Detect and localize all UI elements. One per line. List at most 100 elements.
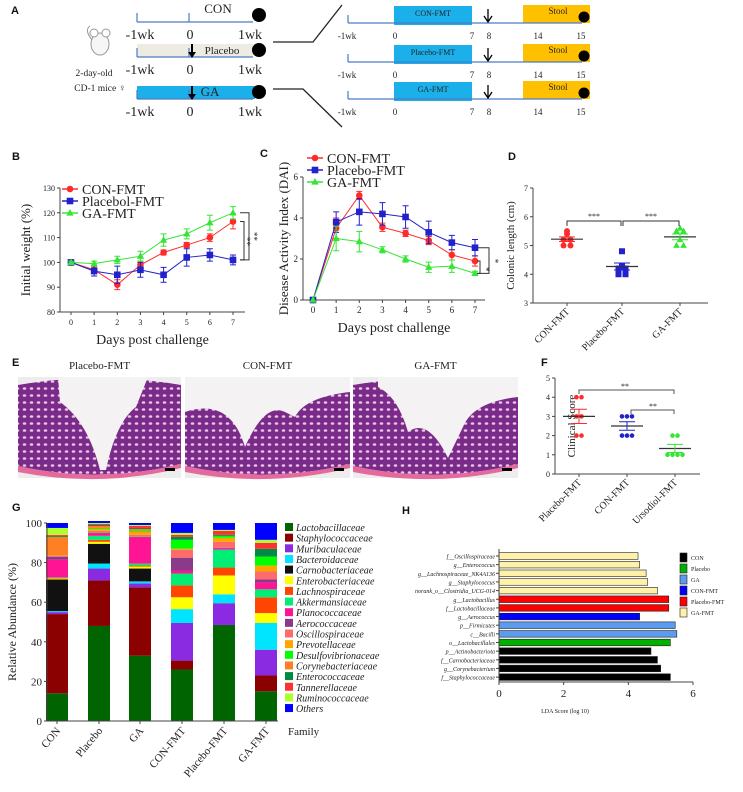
series-line-GA-FMT	[70, 212, 234, 265]
timeline-group-label: Placebo	[205, 45, 240, 57]
stacked-bar-segment-ruminococcaceae	[213, 529, 235, 531]
x-tick-label: 0	[311, 305, 316, 315]
lda-bar-label: p__Actinobacteriota	[445, 650, 495, 656]
data-point	[90, 267, 98, 275]
stacked-bar-segment-others	[171, 523, 193, 533]
legend-marker	[311, 178, 319, 185]
x-axis-label: Family	[288, 726, 320, 738]
stacked-bar-segment-lactobacillaceae	[213, 624, 235, 721]
stacked-bar-segment-carnobacteriaceae	[129, 568, 151, 582]
timeline-tick-label: 14	[534, 70, 544, 80]
timeline-tick-label: 1wk	[238, 105, 262, 120]
stacked-bar-segment-aerococcaceae	[255, 579, 277, 583]
data-point	[90, 259, 98, 267]
legend-label: Staphylococcaceae	[296, 534, 373, 545]
data-point	[680, 241, 687, 248]
lda-bar-label: g__Enterococcus	[454, 563, 496, 569]
data-point	[471, 257, 479, 265]
lumen	[185, 377, 350, 447]
stacked-bar-segment-enterococcaceae	[129, 527, 151, 529]
stacked-bar-segment-staphylococcaceae	[171, 660, 193, 670]
legend-label: CON-FMT	[327, 152, 390, 167]
legend-swatch	[285, 554, 293, 563]
data-point	[402, 230, 409, 237]
stacked-bar-segment-tannerellaceae	[213, 530, 235, 535]
data-point	[355, 192, 363, 199]
mouse-caption: 2-day-old	[76, 69, 113, 79]
category-label: GA	[127, 725, 146, 745]
data-point	[206, 234, 214, 241]
legend-marker	[311, 154, 319, 162]
legend-label: Aerococcaceae	[295, 619, 357, 630]
placebo-treatment-bar	[137, 44, 253, 57]
legend-label: Carnobacteriaceae	[296, 566, 374, 577]
stacked-bar-segment-planococcaceae	[46, 559, 68, 578]
stacked-bar-segment-muribaculaceae	[255, 649, 277, 676]
stacked-bar-segment-tannerellaceae	[129, 525, 151, 528]
data-point	[448, 262, 456, 269]
timeline-tick-label: 1wk	[238, 28, 262, 43]
legend-label: Enterococcaceae	[295, 672, 365, 683]
timeline-tick-label: 1wk	[238, 63, 262, 78]
timeline-tick-label: 14	[534, 107, 544, 117]
stacked-bar-segment-corynebacteriaceae	[88, 525, 110, 528]
category-label: Placebo-FMT	[182, 725, 231, 780]
stacked-bar-segment-oscillospiraceae	[46, 556, 68, 557]
legend-label: Placebol-FMT	[82, 195, 164, 210]
data-point	[137, 266, 144, 274]
data-point	[229, 208, 237, 216]
series-line-Placebol-FMT	[70, 254, 234, 276]
lumen	[378, 377, 518, 458]
histology-label: CON-FMT	[243, 360, 293, 372]
data-point	[579, 394, 584, 400]
connector-line	[273, 88, 343, 128]
y-axis-label: Initial weight (%)	[18, 204, 33, 296]
y-tick-label: 6	[524, 213, 528, 222]
legend-swatch	[285, 523, 293, 531]
significance-bracket	[240, 212, 250, 261]
data-point	[206, 251, 214, 259]
stacked-bar-segment-planococcaceae	[129, 537, 151, 564]
panel-letter-d: D	[508, 151, 516, 163]
lda-bar	[498, 664, 661, 673]
data-point	[229, 256, 237, 264]
y-tick-label: 3	[546, 412, 550, 421]
stacked-bar-segment-prevotellaceae	[171, 548, 193, 550]
category-label: Placebo	[74, 725, 106, 760]
legend-label: GA-FMT	[327, 176, 381, 191]
data-point	[673, 241, 680, 248]
histology-image	[353, 377, 518, 480]
y-tick-label: 120	[43, 209, 55, 218]
lda-bar	[498, 673, 671, 681]
stacked-bar-segment-others	[213, 523, 235, 530]
legend-swatch	[679, 563, 688, 574]
histology-image	[185, 377, 350, 480]
legend-label: Akkermansiaceae	[295, 598, 367, 609]
stacked-bar-segment-staphylococcaceae	[88, 580, 110, 626]
stacked-bar-segment-corynebacteriaceae	[46, 536, 68, 556]
legend-label: CON-FMT	[82, 183, 145, 198]
legend-marker	[311, 166, 319, 174]
endpoint-dot	[252, 43, 266, 57]
mouse-icon	[86, 25, 111, 56]
lda-bar-label: o__Lactobacillales	[449, 641, 496, 647]
data-point	[579, 433, 584, 438]
data-point	[624, 414, 630, 419]
legend-swatch	[285, 565, 293, 574]
legend-label: Others	[296, 704, 323, 715]
significance-stars: **	[242, 237, 252, 247]
legend-swatch	[285, 586, 293, 595]
data-point	[680, 227, 687, 234]
data-point	[629, 414, 635, 419]
lda-bar	[498, 595, 670, 603]
panel-letter-b: B	[12, 151, 20, 163]
timeline-tick-label: -1wk	[338, 31, 357, 41]
legend-swatch	[285, 629, 293, 638]
lda-bar-label: f__Staphylococcaceae	[441, 675, 495, 682]
lda-bar	[498, 569, 647, 577]
lda-bar	[498, 552, 639, 560]
muscularis-layer	[353, 464, 518, 480]
x-tick-label: 4	[162, 318, 166, 327]
legend-swatch	[285, 576, 293, 585]
